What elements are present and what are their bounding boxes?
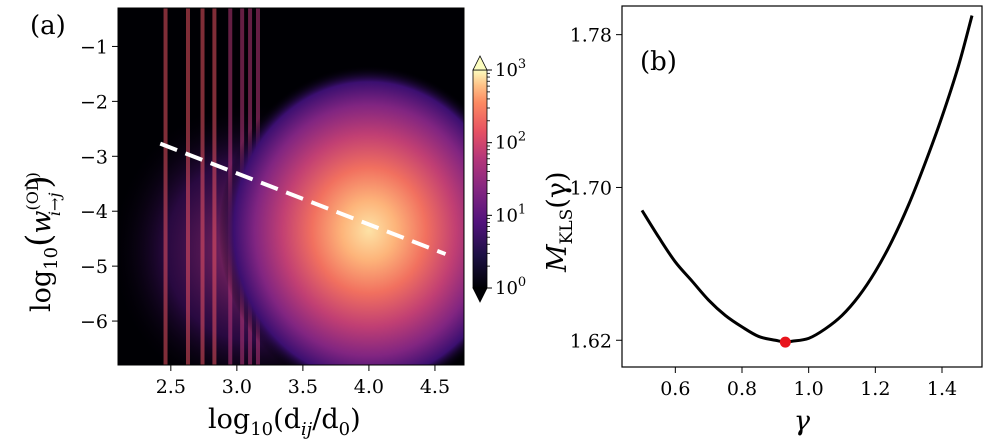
- x-tick-label: 3.5: [288, 376, 318, 398]
- y-tick-label: −4: [80, 201, 108, 223]
- line-y-ticks: 1.62 1.70 1.78: [570, 25, 622, 352]
- y-tick-label: −1: [80, 36, 108, 58]
- x-tick-label: 2.5: [156, 376, 186, 398]
- line-panel: 0.6 0.8 1.0 1.2 1.4 1.62 1.70 1.78 (b) γ MKLS(…: [542, 5, 983, 437]
- x-tick-label: 3.0: [222, 376, 252, 398]
- line-y-axis-label: MKLS(γ): [542, 171, 577, 273]
- heatmap-x-ticks: 2.5 3.0 3.5 4.0 4.5: [156, 365, 450, 398]
- panel-label-b: (b): [640, 47, 677, 77]
- line-x-axis-label: γ: [794, 406, 811, 437]
- colorbar-tick-label: 100: [495, 275, 526, 299]
- x-tick-label: 0.6: [660, 378, 690, 400]
- heatmap-y-ticks: −1 −2 −3 −4 −5 −6: [80, 36, 118, 333]
- heatmap-frame: [117, 7, 465, 366]
- heatmap-panel: 2.5 3.0 3.5 4.0 4.5 −1 −2 −3 −4 −5 −6 (a) log10(d…: [19, 7, 465, 440]
- x-tick-label: 4.0: [354, 376, 384, 398]
- vertical-streak: [212, 8, 217, 365]
- vertical-streak: [185, 8, 190, 365]
- colorbar: 100 101 102 103: [472, 55, 526, 303]
- x-tick-label: 1.2: [860, 378, 890, 400]
- x-tick-label: 0.8: [727, 378, 757, 400]
- y-tick-label: 1.70: [570, 177, 612, 199]
- panel-label-a: (a): [30, 11, 66, 41]
- colorbar-extend-top: [472, 55, 488, 71]
- y-tick-label: 1.62: [570, 330, 612, 352]
- line-x-ticks: 0.6 0.8 1.0 1.2 1.4: [660, 367, 957, 400]
- colorbar-extend-bottom: [472, 287, 488, 303]
- colorbar-ticks: 100 101 102 103: [487, 57, 526, 299]
- y-tick-label: −5: [80, 256, 108, 278]
- colorbar-tick-label: 103: [495, 57, 526, 81]
- vertical-streak: [200, 8, 205, 365]
- fit-line: [159, 141, 447, 256]
- heatmap-y-axis-label: log10(w(OD) i→j): [19, 172, 64, 312]
- y-tick-label: −2: [80, 91, 108, 113]
- colorbar-tick-label: 101: [495, 202, 526, 226]
- y-tick-label: −6: [80, 311, 108, 333]
- series-line-mkls: [640, 15, 974, 344]
- x-tick-label: 1.4: [927, 378, 957, 400]
- x-tick-label: 1.0: [794, 378, 824, 400]
- y-tick-label: 1.78: [570, 25, 612, 47]
- x-tick-label: 4.5: [420, 376, 450, 398]
- line-plot-frame: [621, 5, 983, 368]
- y-tick-label: −3: [80, 146, 108, 168]
- vertical-streak: [163, 8, 168, 365]
- colorbar-tick-label: 102: [495, 130, 526, 154]
- minimum-point: [779, 336, 791, 348]
- heatmap-x-axis-label: log10(dij/d0): [208, 404, 361, 440]
- colorbar-body: [472, 69, 488, 289]
